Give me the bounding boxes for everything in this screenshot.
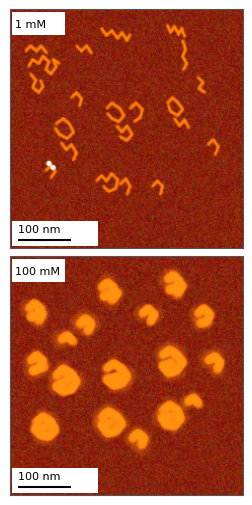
FancyBboxPatch shape (12, 260, 65, 283)
Text: 100 nm: 100 nm (18, 471, 60, 481)
FancyBboxPatch shape (12, 468, 98, 493)
FancyBboxPatch shape (12, 13, 65, 36)
Text: 100 mM: 100 mM (15, 266, 60, 276)
FancyBboxPatch shape (12, 221, 98, 246)
Text: 100 nm: 100 nm (18, 225, 60, 235)
Text: 1 mM: 1 mM (15, 20, 46, 30)
